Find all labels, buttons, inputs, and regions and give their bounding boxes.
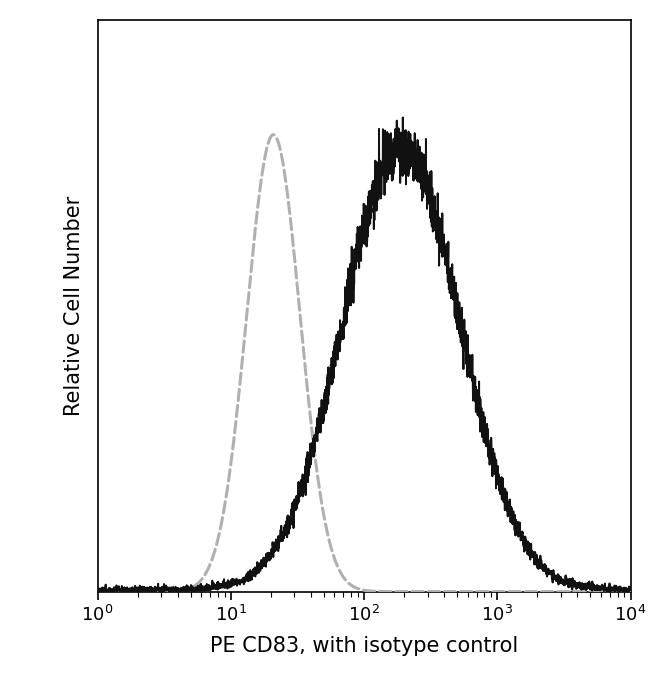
- Y-axis label: Relative Cell Number: Relative Cell Number: [64, 196, 84, 416]
- X-axis label: PE CD83, with isotype control: PE CD83, with isotype control: [210, 636, 518, 656]
